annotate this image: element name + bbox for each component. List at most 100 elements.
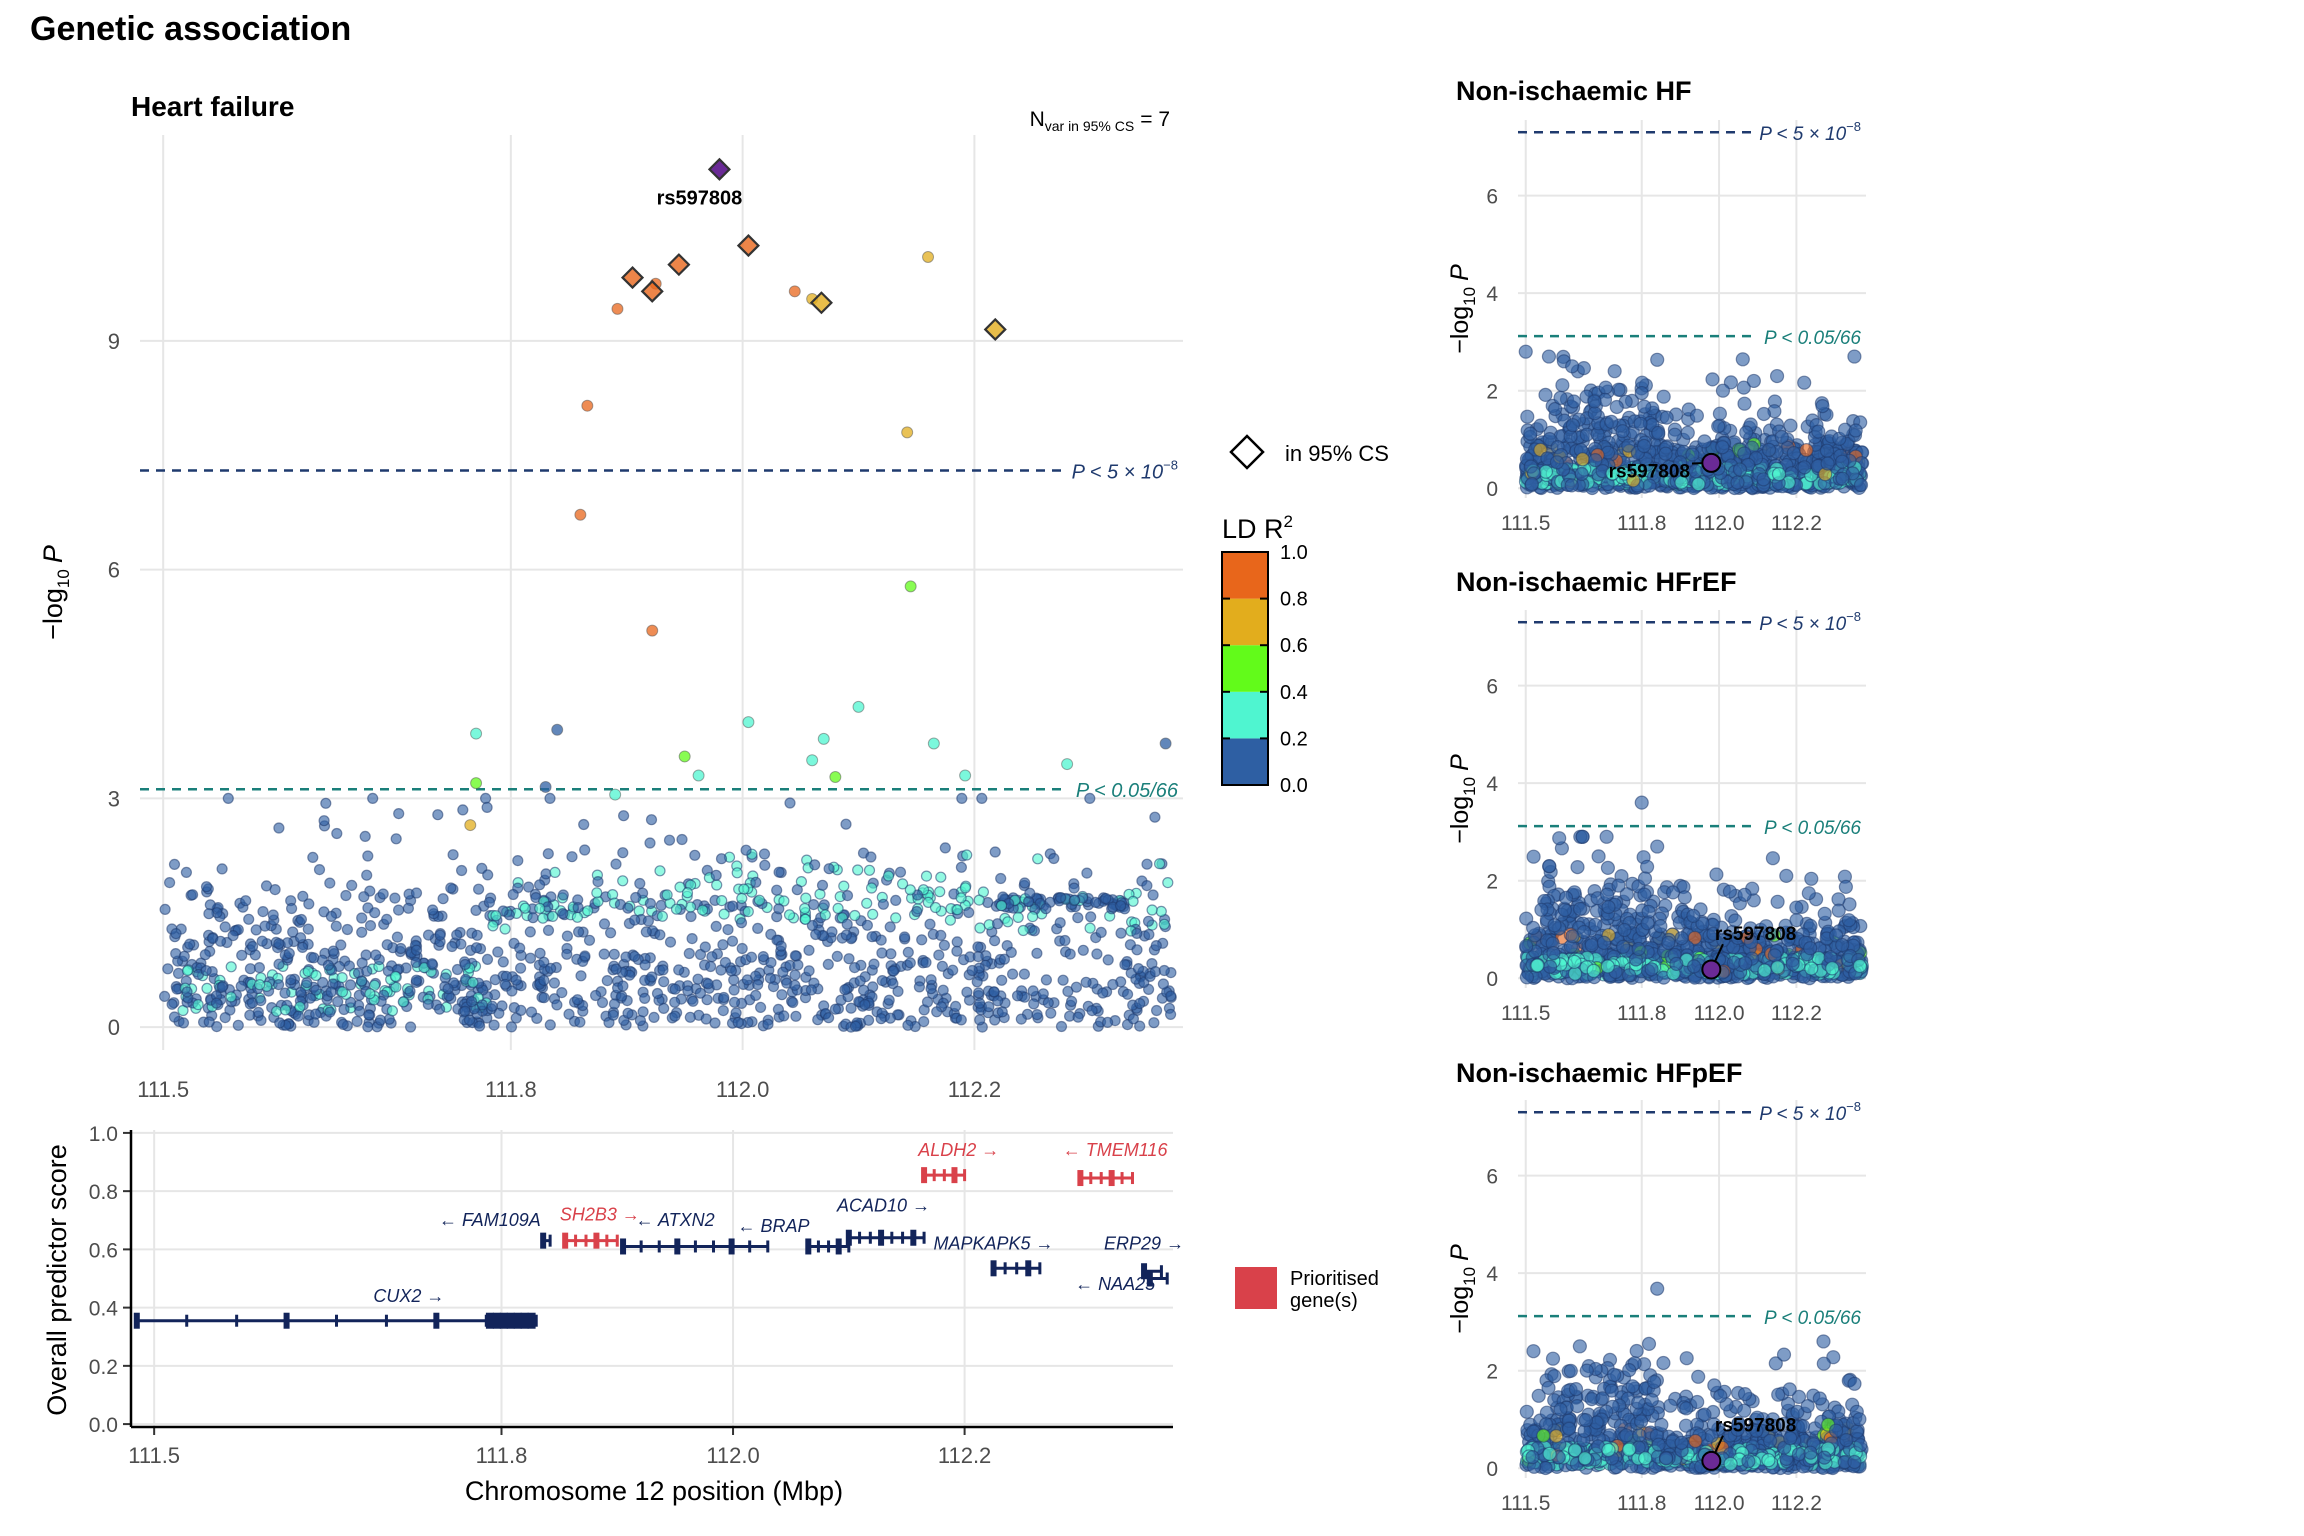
snp-point [1586,963,1601,979]
threshold-lines: P < 5 × 10−8P < 0.05/66 [1518,609,1861,839]
snp-point [390,833,402,845]
snp-point [470,904,482,917]
snp-point [644,837,656,849]
x-tick-label: 112.0 [1694,1002,1745,1025]
snp-point [1588,917,1603,932]
gene-label: ← ATXN2 [636,1210,715,1230]
snp-point [307,851,319,864]
snp-point [838,880,850,892]
snp-point [839,984,851,996]
gene-label: ERP29 → [1104,1233,1184,1253]
snp-point [575,970,587,982]
snp-point [848,961,861,974]
gene-exon [562,1232,569,1249]
lead-snp-marker [1701,452,1722,473]
snp-point [367,792,379,805]
x-axis-title: Chromosome 12 position (Mbp) [465,1476,843,1506]
snp-point [1786,446,1801,461]
panel-title: Non-ischaemic HFrEF [1456,567,1737,597]
snp-point [1633,416,1648,431]
snp-point [317,976,329,989]
threshold-lines: P < 5 × 10−8P < 0.05/66 [1518,1099,1861,1329]
snp-point [1804,871,1819,886]
snp-point [648,1011,660,1024]
snp-point [1538,464,1554,479]
snp-point [816,879,829,891]
snp-point [318,815,330,827]
snp-point [324,877,336,889]
snp-point [1637,871,1653,886]
snp-point [610,963,622,975]
snp-point [1799,443,1814,458]
snp-point [247,940,259,953]
snp-point [607,1009,619,1021]
y-axis-title-tail: P [1446,754,1474,771]
snp-point [362,850,374,862]
snp-point [203,908,215,920]
y-tick-label: 6 [108,558,120,583]
snp-point [637,1006,649,1018]
gene-exon [1165,1272,1169,1285]
snp-point [866,931,878,943]
snp-point [951,936,963,948]
y-tick-label: 0 [108,1015,120,1040]
snp-point [1549,455,1565,470]
snp-point [628,950,641,963]
snp-point [497,956,509,968]
snp-point [1819,443,1835,458]
snp-point [818,899,830,911]
snp-point [287,926,299,938]
snp-point [225,991,237,1003]
x-tick-label: 111.5 [137,1077,189,1102]
snp-point [463,1014,476,1026]
snp-point [988,986,1000,998]
credible-set-diamond [620,266,645,290]
snp-point [1611,878,1626,893]
snp-point [822,958,834,971]
snp-point [1771,467,1787,482]
gene-exon [922,1231,926,1244]
snp-point [646,971,658,983]
snp-point [547,910,559,923]
snp-point [1774,429,1789,445]
snp-point [852,864,864,876]
snp-point [1557,902,1573,918]
snp-point [1765,851,1781,866]
snp-point [1634,386,1649,401]
snp-point [285,974,297,986]
snp-point [1055,1020,1068,1033]
snp-point [719,956,732,969]
snp-point [1715,383,1731,398]
snp-point [514,962,527,974]
snp-point [1817,906,1832,921]
snp-point [199,949,211,961]
snp-point [434,929,446,941]
gw-threshold-label-text: P < 5 × 10 [1759,124,1846,145]
snp-point [377,888,389,900]
snp-point [402,902,414,914]
credible-set-diamond [667,253,691,277]
snp-point [778,895,790,907]
panel-heart-failure: Heart failure Nvar in 95% CS = 7 P < 5 × … [38,91,1183,1102]
snp-point [784,797,796,809]
snp-point [540,868,552,880]
snp-point [1820,456,1835,471]
snp-point [800,892,812,904]
highlight-point [788,285,801,298]
gene-exon [868,1231,872,1244]
snp-point [1095,926,1107,939]
snp-point [951,945,963,957]
gene-tmem116: ← TMEM116 [1063,1140,1168,1187]
snp-point [389,970,401,983]
gene-exon [728,1238,735,1255]
snp-point [589,989,602,1002]
snp-point [459,1005,471,1017]
snp-point [1632,1428,1647,1443]
gene-exon [335,1314,339,1327]
snp-point [920,956,932,969]
snp-point [225,961,237,973]
snp-point [1636,438,1652,454]
snp-point [904,884,916,896]
snp-point [534,947,546,959]
